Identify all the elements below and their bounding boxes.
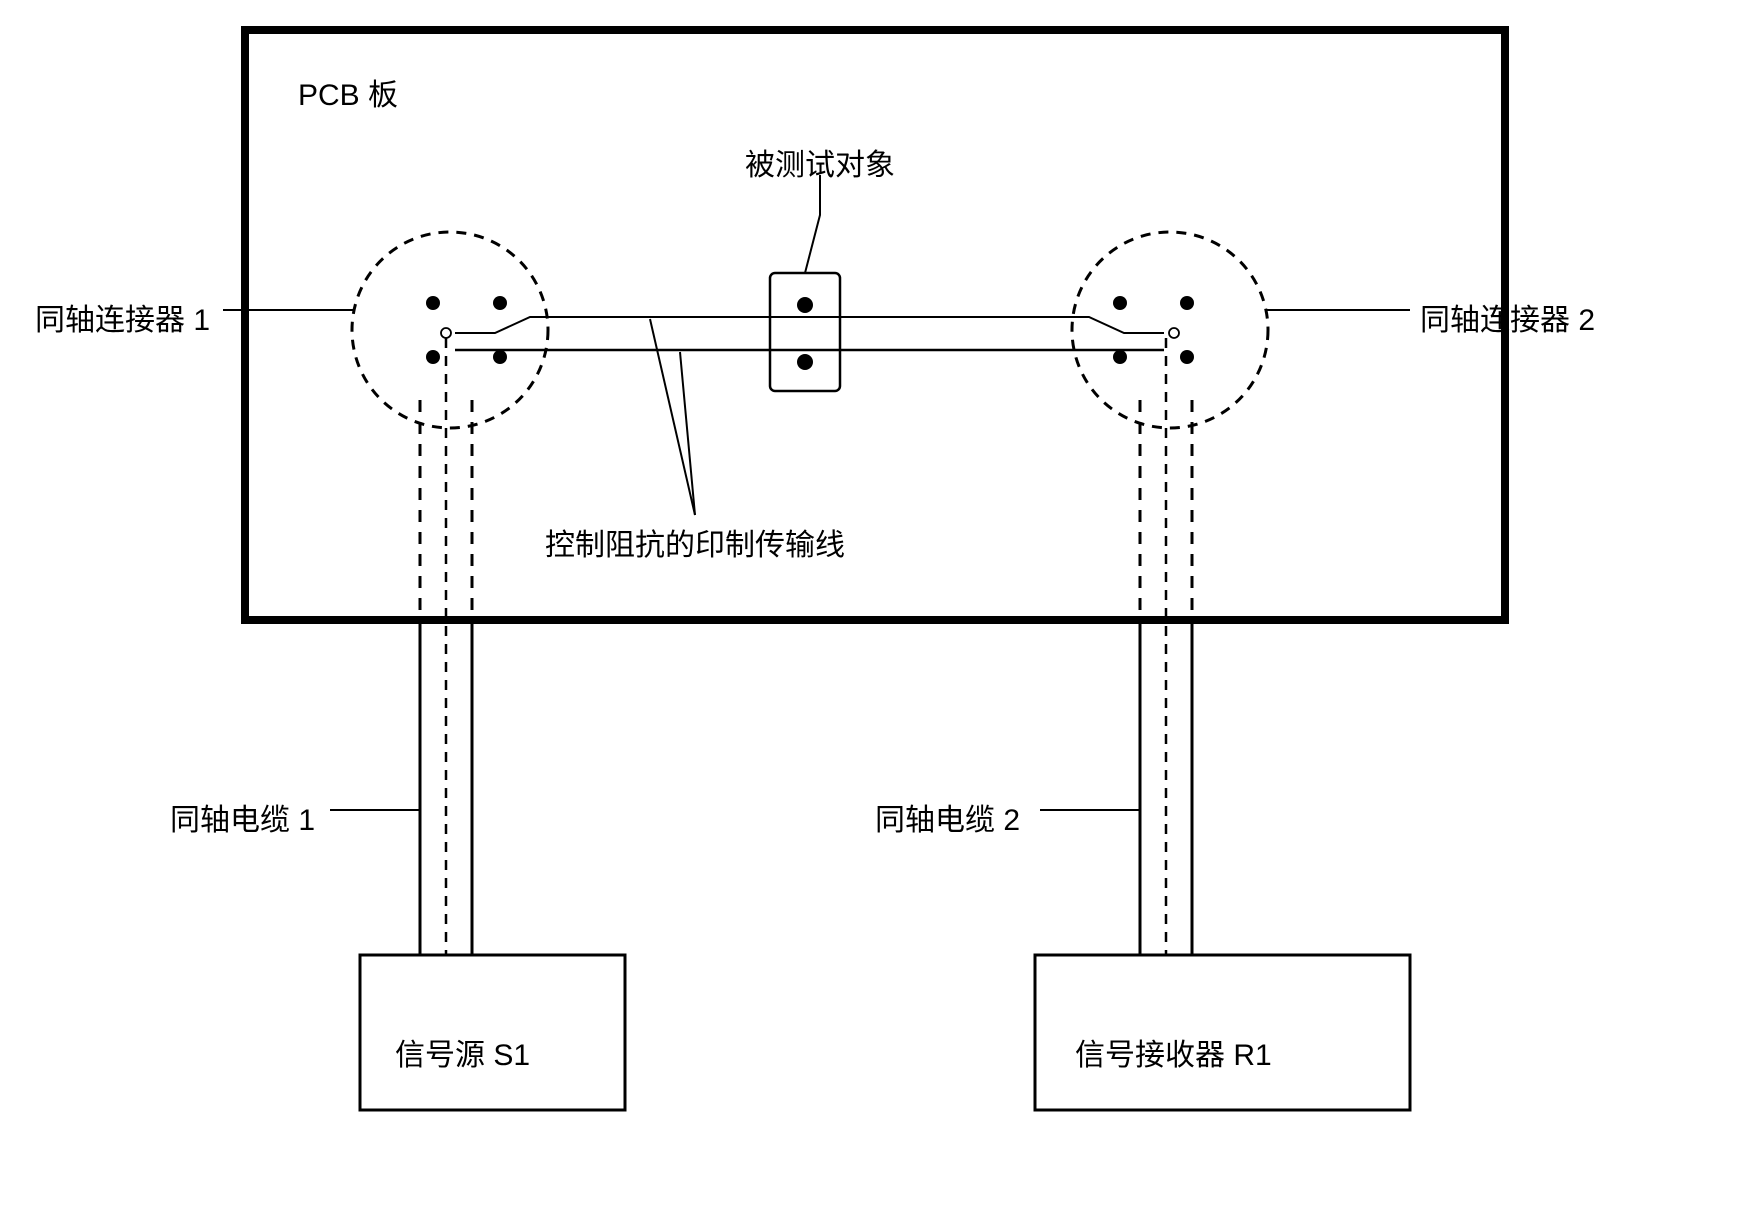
test-object-label: 被测试对象	[745, 140, 895, 184]
coax-connector-2-label: 同轴连接器 2	[1420, 295, 1595, 339]
leader-trace-2	[680, 352, 695, 515]
connector-1-pin	[426, 296, 440, 310]
dut-pin-top	[797, 297, 813, 313]
impedance-trace-label: 控制阻抗的印制传输线	[545, 520, 845, 564]
connector-1-pin	[493, 350, 507, 364]
connector-2-pin	[1113, 350, 1127, 364]
pcb-outline	[245, 30, 1505, 620]
connector-1-pin	[493, 296, 507, 310]
leader-trace-1	[650, 319, 695, 515]
connector-1-signal-pin	[441, 328, 451, 338]
pcb-board-label: PCB 板	[298, 70, 398, 114]
dut-outline	[770, 273, 840, 391]
connector-2-pin	[1113, 296, 1127, 310]
connector-2-pin	[1180, 296, 1194, 310]
signal-source-label: 信号源 S1	[395, 1030, 530, 1074]
trace-top	[455, 317, 1164, 333]
coax-connector-1-label: 同轴连接器 1	[35, 295, 210, 339]
leader-dut	[805, 175, 820, 273]
connector-2-pin	[1180, 350, 1194, 364]
dut-pin-bottom	[797, 354, 813, 370]
connector-2-signal-pin	[1169, 328, 1179, 338]
connector-1-pin	[426, 350, 440, 364]
coax-cable-2-label: 同轴电缆 2	[875, 795, 1020, 839]
coax-cable-1-label: 同轴电缆 1	[170, 795, 315, 839]
signal-receiver-label: 信号接收器 R1	[1075, 1030, 1272, 1074]
